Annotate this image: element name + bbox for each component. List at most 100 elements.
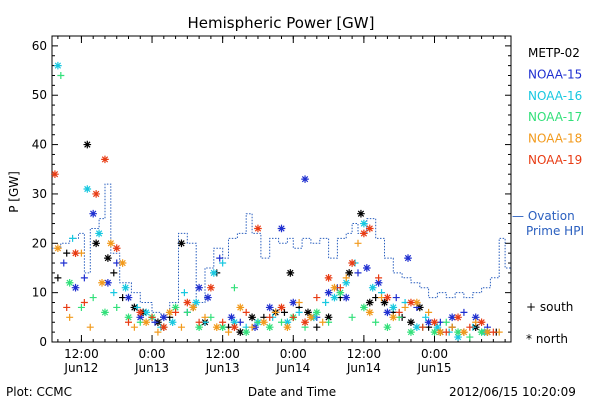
chart-title: Hemispheric Power [GW]	[188, 14, 375, 32]
north-marker	[265, 323, 274, 331]
north-marker	[324, 274, 333, 282]
north-marker	[124, 293, 133, 302]
legend-item: NOAA-16	[528, 89, 582, 103]
south-marker	[348, 313, 356, 321]
south-marker	[422, 313, 430, 321]
north-marker	[218, 323, 227, 331]
south-marker	[372, 294, 380, 302]
north-marker	[54, 244, 62, 253]
south-marker	[54, 274, 62, 282]
north-marker	[301, 175, 309, 183]
legend-north-marker: * north	[526, 332, 568, 346]
south-marker	[295, 308, 303, 316]
north-marker	[92, 239, 100, 248]
south-marker	[66, 313, 74, 321]
south-marker	[354, 269, 362, 277]
north-marker	[71, 283, 80, 292]
north-marker	[142, 318, 150, 327]
north-marker	[330, 293, 339, 302]
north-marker	[360, 219, 368, 228]
north-marker	[313, 308, 321, 317]
north-marker	[365, 298, 374, 307]
x-tick-date: Jun15	[416, 361, 451, 375]
south-marker	[425, 308, 433, 316]
north-marker	[71, 249, 80, 257]
north-marker	[430, 318, 439, 327]
south-marker	[219, 259, 227, 267]
south-marker	[89, 294, 97, 302]
y-axis-label: P [GW]	[7, 171, 21, 213]
north-marker	[136, 308, 145, 317]
south-marker	[60, 259, 68, 267]
south-marker	[325, 318, 333, 326]
north-marker	[54, 61, 62, 70]
north-marker	[389, 313, 398, 322]
north-marker	[448, 313, 456, 322]
legend: METP-02 NOAA-15 NOAA-16 NOAA-17 NOAA-18 NOAA-…	[512, 46, 584, 346]
x-tick-time: 12:00	[347, 347, 382, 361]
north-marker	[454, 333, 462, 341]
north-marker	[483, 328, 492, 336]
north-marker	[92, 190, 100, 198]
north-marker	[236, 303, 245, 312]
south-marker	[225, 328, 233, 336]
north-marker	[430, 328, 439, 336]
south-marker	[272, 308, 280, 316]
north-marker	[336, 288, 345, 297]
north-marker	[342, 278, 351, 287]
south-marker	[289, 313, 297, 321]
north-marker	[324, 288, 333, 297]
x-tick-date: Jun14	[346, 361, 381, 375]
south-marker	[395, 308, 403, 316]
north-marker	[51, 170, 59, 178]
north-marker	[160, 323, 168, 331]
north-marker	[227, 313, 236, 322]
north-marker	[307, 313, 315, 322]
south-marker	[151, 318, 159, 326]
north-marker	[207, 283, 215, 292]
north-marker	[413, 298, 421, 307]
footer-plot-credit: Plot: CCMC	[6, 385, 72, 399]
north-marker	[283, 323, 292, 331]
legend-ovation-line1: — Ovation	[512, 209, 575, 223]
north-marker	[89, 209, 97, 218]
south-marker	[242, 308, 250, 316]
north-marker	[101, 155, 109, 164]
north-marker	[165, 308, 174, 317]
south-marker	[180, 289, 188, 297]
south-marker	[266, 313, 274, 321]
south-marker	[466, 333, 474, 341]
south-marker	[63, 249, 71, 257]
north-marker	[83, 185, 92, 193]
north-marker	[365, 224, 374, 233]
south-marker	[401, 303, 409, 311]
south-marker	[489, 328, 497, 336]
south-marker	[375, 274, 383, 282]
north-marker	[348, 259, 356, 267]
series-noaa-18	[54, 239, 503, 336]
footer-timestamp: 2012/06/15 10:20:09	[449, 385, 576, 399]
north-marker	[230, 318, 239, 327]
south-marker	[442, 328, 450, 336]
north-marker	[236, 328, 245, 336]
north-marker	[142, 308, 150, 317]
y-tick-label: 40	[32, 138, 47, 152]
south-marker	[207, 313, 215, 321]
south-marker	[63, 303, 71, 311]
north-marker	[230, 323, 239, 331]
north-marker	[345, 269, 353, 277]
north-marker	[380, 298, 389, 307]
north-marker	[104, 254, 112, 262]
ovation-hpi-line	[52, 183, 511, 318]
south-marker	[495, 328, 503, 336]
north-marker	[121, 283, 130, 292]
north-marker	[168, 318, 177, 327]
plot-frame	[51, 35, 512, 343]
south-marker	[319, 318, 327, 326]
south-marker	[280, 308, 288, 316]
south-marker	[195, 318, 203, 326]
x-tick-date: Jun12	[63, 361, 98, 375]
north-marker	[112, 244, 121, 253]
north-marker	[265, 303, 274, 312]
south-marker	[110, 289, 118, 297]
